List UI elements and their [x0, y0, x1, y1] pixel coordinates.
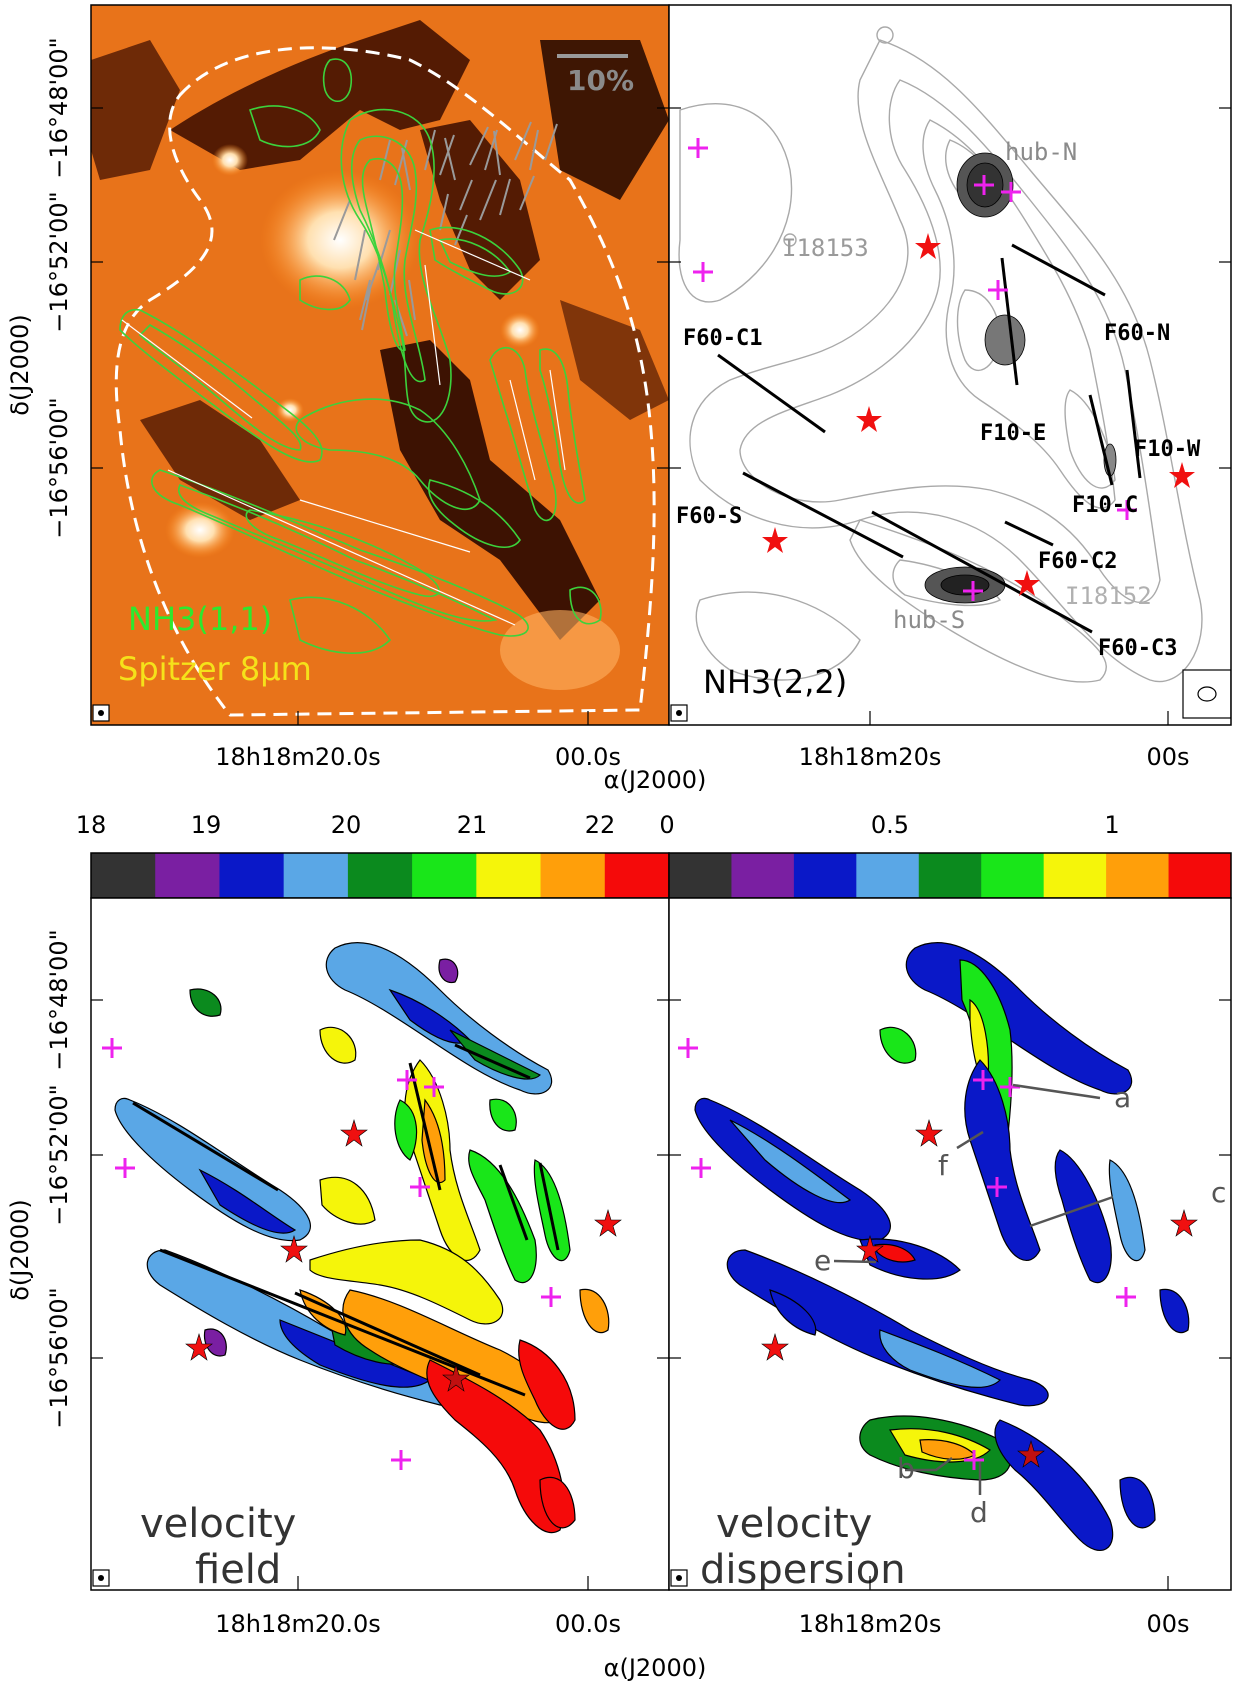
label-f10-e: F10-E — [980, 421, 1046, 446]
legend-nh3-11: NH3(1,1) — [128, 600, 272, 638]
xtick-br-20: 18h18m20s — [799, 1610, 942, 1638]
xtick-tr-00: 00s — [1146, 743, 1189, 771]
panel-top-right: hub-N I18153 hub-S I18152 F60-C1 F60-N F… — [669, 5, 1231, 725]
filament-lines-tl — [121, 229, 566, 626]
title-velocity-field-2: field — [195, 1547, 281, 1593]
top-axis-ticks — [91, 107, 1231, 725]
cbar-disp-tick-1: 1 — [1104, 811, 1119, 839]
colorbar-velocity — [90, 852, 670, 899]
marker-e: e — [814, 1244, 831, 1277]
colorbar-dispersion-swatch-2 — [793, 853, 857, 898]
cbar-vel-tick-21: 21 — [457, 811, 488, 839]
label-i18152: I18152 — [1065, 582, 1152, 610]
colorbar-velocity-swatch-2 — [219, 853, 285, 898]
colorbar-dispersion-swatch-7 — [1106, 853, 1170, 898]
red-stars-br — [761, 1118, 1198, 1468]
title-velocity-dispersion-1: velocity — [716, 1501, 872, 1547]
colorbar-dispersion-swatch-8 — [1168, 853, 1232, 898]
coverage-outline — [114, 46, 656, 717]
colorbar-velocity-swatch-4 — [347, 853, 413, 898]
magenta-crosses-br — [678, 1038, 1136, 1470]
filament-lines-tr — [717, 243, 1142, 634]
colorbar-dispersion-swatch-0 — [669, 853, 732, 898]
ylabel-bottom: δ(J2000) — [6, 1199, 34, 1301]
label-f60-c3: F60-C3 — [1098, 636, 1177, 661]
xtick-bl-20: 18h18m20.0s — [215, 1610, 381, 1638]
colorbar-velocity-swatch-8 — [604, 853, 670, 898]
ytick-bot-52: −16°52'00" — [45, 1084, 73, 1225]
marker-c: c — [1211, 1176, 1226, 1209]
label-i18153: I18153 — [782, 234, 869, 262]
colorbar-dispersion-swatch-1 — [731, 853, 795, 898]
colorbar-velocity-swatch-7 — [540, 853, 606, 898]
ylabel-top: δ(J2000) — [6, 314, 34, 416]
label-f60-c2: F60-C2 — [1038, 549, 1117, 574]
velocity-dispersion-map — [694, 942, 1190, 1551]
legend-spitzer: Spitzer 8µm — [118, 650, 312, 688]
title-velocity-field-1: velocity — [140, 1501, 296, 1547]
colorbar-velocity-swatch-5 — [412, 853, 477, 898]
magenta-crosses-tr — [688, 138, 1137, 601]
ytick-top-48: −16°48'00" — [45, 37, 73, 178]
colorbar-dispersion-swatch-4 — [918, 853, 982, 898]
panel-bottom-left: velocity field — [91, 898, 669, 1593]
ytick-top-56: −16°56'00" — [45, 397, 73, 538]
xtick-br-00: 00s — [1146, 1610, 1189, 1638]
legend-nh3-22: NH3(2,2) — [703, 663, 847, 701]
colorbar-velocity-swatch-1 — [155, 853, 220, 898]
label-f60-n: F60-N — [1104, 321, 1170, 346]
velocity-field-map — [114, 942, 610, 1534]
colorbar-dispersion-swatch-5 — [981, 853, 1045, 898]
colorbar-velocity-swatch-3 — [283, 853, 349, 898]
label-f60-c1: F60-C1 — [683, 326, 762, 351]
scale-bar-label: 10% — [567, 64, 634, 97]
bottom-axis-ticks — [91, 999, 1231, 1590]
marker-arrows — [833, 1083, 1114, 1495]
xtick-tl-20: 18h18m20.0s — [215, 743, 381, 771]
filament-lines-bl — [132, 1043, 560, 1397]
marker-b: b — [897, 1452, 915, 1485]
label-f10-w: F10-W — [1134, 437, 1201, 462]
panel-bottom-right: a b c d e f velocity dispersion — [669, 898, 1231, 1593]
ytick-bot-48: −16°48'00" — [45, 929, 73, 1070]
beam-ellipse-tr — [1197, 686, 1217, 702]
xtick-tl-00: 00.0s — [555, 743, 621, 771]
cbar-vel-tick-22: 22 — [585, 811, 616, 839]
colorbar-dispersion-swatch-6 — [1043, 853, 1107, 898]
nh3-22-dense-cores — [924, 152, 1117, 604]
xlabel-top: α(J2000) — [604, 766, 707, 794]
colorbar-dispersion — [668, 852, 1232, 899]
marker-a: a — [1114, 1081, 1131, 1114]
cbar-disp-tick-0: 0 — [659, 811, 674, 839]
cbar-vel-tick-18: 18 — [76, 811, 107, 839]
colorbar-dispersion-swatch-3 — [856, 853, 920, 898]
magenta-crosses-bl — [102, 1038, 561, 1470]
marker-d: d — [970, 1496, 988, 1529]
xtick-bl-00: 00.0s — [555, 1610, 621, 1638]
colorbar-velocity-swatch-6 — [476, 853, 542, 898]
ytick-bot-56: −16°56'00" — [45, 1287, 73, 1428]
cbar-vel-tick-19: 19 — [191, 811, 222, 839]
label-f60-s: F60-S — [676, 504, 742, 529]
red-stars-tr — [762, 233, 1195, 596]
ytick-top-52: −16°52'00" — [45, 191, 73, 332]
label-f10-c: F10-C — [1072, 493, 1138, 518]
marker-f: f — [938, 1149, 949, 1182]
cbar-vel-tick-20: 20 — [331, 811, 362, 839]
beam-marker-tl — [98, 710, 104, 716]
colorbar-velocity-swatch-0 — [91, 853, 156, 898]
label-hub-n: hub-N — [1005, 138, 1077, 166]
cbar-disp-tick-05: 0.5 — [871, 811, 909, 839]
nh3-22-contours — [678, 26, 1203, 683]
xlabel-bottom: α(J2000) — [604, 1654, 707, 1682]
red-stars-bl — [185, 1118, 622, 1392]
label-hub-s: hub-S — [893, 606, 965, 634]
panel-top-left: 10% NH3(1,1) Spitzer 8µm — [91, 5, 669, 725]
xtick-tr-20: 18h18m20s — [799, 743, 942, 771]
nh3-11-contours — [119, 58, 602, 654]
title-velocity-dispersion-2: dispersion — [700, 1547, 906, 1593]
